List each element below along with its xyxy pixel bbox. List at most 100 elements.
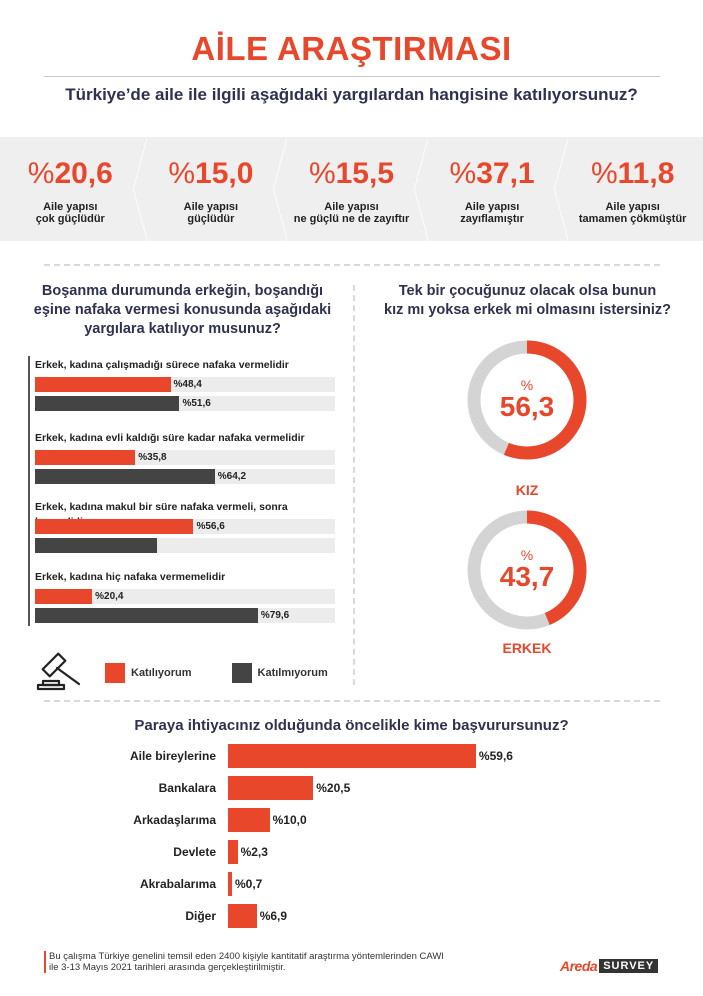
disagree-bar	[35, 469, 215, 484]
page-title: AİLE ARAŞTIRMASI	[191, 30, 512, 67]
alimony-question-line3: yargılara katılıyor musunuz?	[84, 321, 281, 337]
disagree-bar-track: %51,6	[35, 396, 335, 411]
money-bar-row: Akrabalarıma %0,7	[0, 872, 703, 896]
stat-label-line2: ne güçlü ne de zayıftır	[293, 213, 410, 225]
stat-very-strong: %20,6 Aile yapısı çok güçlüdür	[0, 137, 147, 241]
section-divider-bottom	[44, 700, 660, 702]
agree-value: %20,4	[95, 591, 124, 602]
section-divider-top	[44, 264, 660, 266]
alimony-item: Erkek, kadına evli kaldığı süre kadar na…	[35, 431, 335, 484]
alimony-legend: Katılıyorum Katılmıyorum	[35, 650, 368, 695]
disagree-bar	[35, 396, 180, 411]
legend-label-agree: Katılıyorum	[131, 666, 192, 679]
stat-label-line2: zayıflamıştır	[460, 213, 524, 225]
agree-value: %56,6	[196, 521, 225, 532]
family-structure-question: Türkiye’de aile ile ilgili aşağıdaki yar…	[65, 85, 638, 104]
donut-percent-sign: %	[520, 377, 534, 393]
legend-swatch-agree	[105, 662, 125, 683]
money-bar-label: Aile bireylerine	[129, 749, 216, 763]
stat-label-line1: Aile yapısı	[324, 201, 379, 213]
stat-value: 37,1	[476, 157, 535, 190]
disagree-bar-track: %64,2	[35, 469, 335, 484]
money-bar-value: %2,3	[240, 845, 268, 859]
legend-label-disagree: Katılmıyorum	[257, 666, 328, 679]
stat-label-line2: tamamen çökmüştür	[578, 213, 687, 225]
alimony-item: Erkek, kadına çalışmadığı sürece nafaka …	[35, 358, 335, 411]
money-bar-value: %20,5	[316, 781, 351, 795]
disagree-value: %51,6	[182, 398, 211, 409]
child-question: Tek bir çocuğunuz olacak olsa bunun kız …	[360, 282, 695, 320]
alimony-item-caption: Erkek, kadına makul bir süre nafaka verm…	[35, 501, 288, 528]
child-question-line1: Tek bir çocuğunuz olacak olsa bunun	[398, 283, 657, 299]
disagree-bar-track: %79,6	[35, 608, 335, 623]
stat-value: 15,0	[195, 157, 254, 190]
stat-neutral: %15,5 Aile yapısı ne güçlü ne de zayıftır	[281, 137, 428, 241]
agree-bar	[35, 377, 171, 392]
alimony-axis-line	[28, 356, 30, 626]
methodology-line1: Bu çalışma Türkiye genelini temsil eden …	[49, 951, 444, 962]
money-bar-value: %59,6	[478, 749, 513, 763]
logo-survey: SURVEY	[599, 959, 659, 973]
donut-girl: % 56,3	[467, 340, 587, 460]
money-bar-row: Bankalara %20,5	[0, 776, 703, 800]
money-bar	[228, 872, 232, 896]
donut-percent-sign: %	[520, 547, 534, 563]
money-bar-label: Diğer	[185, 909, 216, 923]
agree-bar	[35, 589, 93, 604]
stat-percent-sign: %	[590, 157, 618, 190]
stat-percent-sign: %	[449, 157, 477, 190]
title-divider	[44, 76, 660, 77]
stat-label-line1: Aile yapısı	[605, 201, 660, 213]
donut-boy: % 43,7	[467, 510, 587, 630]
money-bar-row: Arkadaşlarıma %10,0	[0, 808, 703, 832]
agree-bar-track: %56,6	[35, 519, 335, 534]
money-bar-label: Bankalara	[158, 781, 216, 795]
stat-label-line1: Aile yapısı	[183, 201, 239, 213]
money-bar	[228, 744, 476, 768]
donut-value: 56,3	[499, 391, 555, 422]
money-bar-label: Akrabalarıma	[139, 877, 216, 891]
alimony-item-caption: Erkek, kadına evli kaldığı süre kadar na…	[35, 432, 305, 444]
money-bar	[228, 808, 270, 832]
alimony-question-line2: eşine nafaka vermesi konusunda aşağıdaki	[33, 302, 332, 318]
money-question: Paraya ihtiyacınız olduğunda öncelikle k…	[134, 717, 569, 734]
alimony-item-caption: Erkek, kadına çalışmadığı sürece nafaka …	[35, 359, 289, 371]
logo-brand: Areda	[560, 958, 598, 974]
alimony-question: Boşanma durumunda erkeğin, boşandığı eşi…	[20, 282, 345, 339]
stat-percent-sign: %	[308, 157, 336, 190]
agree-bar-track: %20,4	[35, 589, 335, 604]
stat-label-line2: çok güçlüdür	[35, 213, 105, 225]
stat-percent-sign: %	[168, 157, 196, 190]
stat-label-line1: Aile yapısı	[43, 201, 98, 213]
areda-survey-logo: Areda SURVEY	[560, 958, 659, 974]
alimony-item: Erkek, kadına hiç nafaka vermemelidir %20…	[35, 570, 335, 623]
agree-bar-track: %35,8	[35, 450, 335, 465]
stat-value: 11,8	[617, 157, 675, 190]
stat-weakened: %37,1 Aile yapısı zayıflamıştır	[422, 137, 568, 241]
money-bar-value: %0,7	[235, 877, 263, 891]
agree-bar-track: %48,4	[35, 377, 335, 392]
alimony-item-caption: Erkek, kadına hiç nafaka vermemelidir	[35, 571, 226, 583]
donut-label-girl: KIZ	[515, 482, 539, 498]
alimony-item: Erkek, kadına makul bir süre nafaka verm…	[35, 500, 335, 553]
child-question-line2: kız mı yoksa erkek mi olmasını istersini…	[384, 302, 671, 318]
stat-value: 15,5	[335, 157, 395, 190]
disagree-value: %64,2	[217, 471, 247, 482]
donut-arc	[467, 340, 587, 460]
stat-label-line2: güçlüdür	[187, 213, 235, 225]
agree-bar	[35, 450, 136, 465]
stat-percent-sign: %	[27, 157, 55, 190]
alimony-question-line1: Boşanma durumunda erkeğin, boşandığı	[41, 283, 324, 299]
disagree-bar	[35, 538, 157, 553]
gavel-icon	[35, 650, 95, 695]
disagree-bar	[35, 608, 258, 623]
money-bar-row: Devlete %2,3	[0, 840, 703, 864]
stat-value: 20,6	[54, 157, 113, 190]
methodology-note: Bu çalışma Türkiye genelini temsil eden …	[44, 951, 514, 973]
family-structure-stats: %20,6 Aile yapısı çok güçlüdür %15,0 Aile…	[0, 137, 703, 241]
methodology-line2: ile 3-13 Mayıs 2021 tarihleri arasında g…	[49, 962, 286, 973]
money-bar-value: %10,0	[272, 813, 307, 827]
money-bar-row: Aile bireylerine %59,6	[0, 744, 703, 768]
donut-label-boy: ERKEK	[502, 640, 552, 656]
money-bar-label: Arkadaşlarıma	[133, 813, 216, 827]
